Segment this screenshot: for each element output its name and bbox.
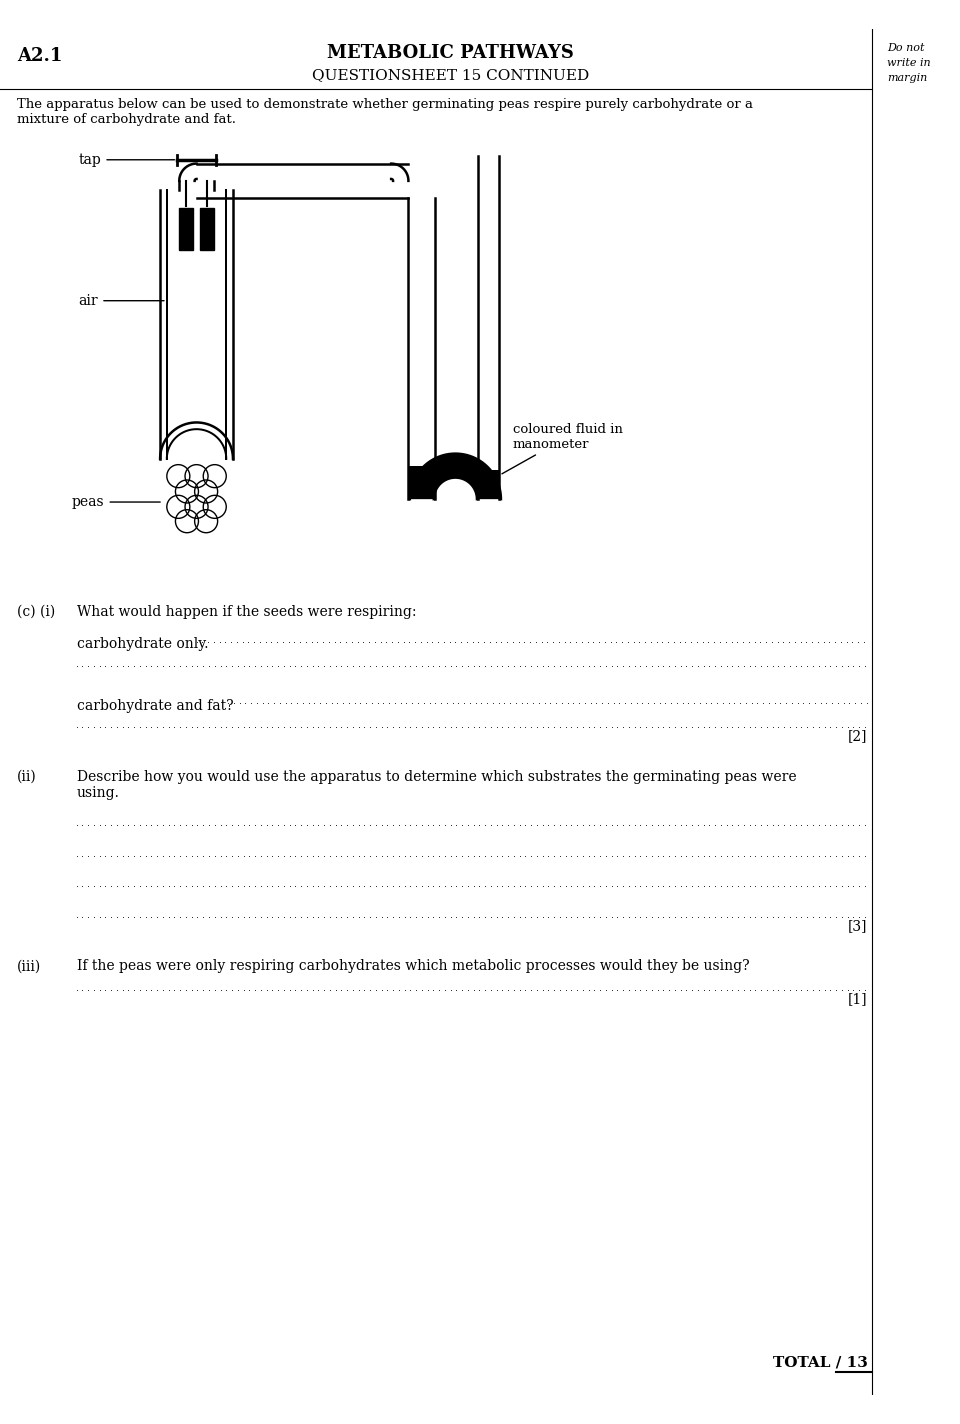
Polygon shape <box>200 208 214 249</box>
Text: write in: write in <box>887 58 930 68</box>
Text: peas: peas <box>72 496 160 508</box>
Polygon shape <box>478 470 499 500</box>
Text: tap: tap <box>79 152 175 167</box>
Text: (c) (i): (c) (i) <box>17 605 56 618</box>
Text: What would happen if the seeds were respiring:: What would happen if the seeds were resp… <box>77 605 417 618</box>
Polygon shape <box>408 466 435 500</box>
Text: A2.1: A2.1 <box>17 47 62 64</box>
Text: [3]: [3] <box>848 918 868 933</box>
Text: air: air <box>79 293 164 308</box>
Text: carbohydrate and fat?: carbohydrate and fat? <box>77 699 233 712</box>
Polygon shape <box>179 208 193 249</box>
Text: carbohydrate only.: carbohydrate only. <box>77 637 208 651</box>
Text: coloured fluid in
manometer: coloured fluid in manometer <box>502 423 623 474</box>
Text: margin: margin <box>887 74 927 84</box>
Text: [1]: [1] <box>848 993 868 1005</box>
Text: (iii): (iii) <box>17 960 41 974</box>
Text: The apparatus below can be used to demonstrate whether germinating peas respire : The apparatus below can be used to demon… <box>17 98 754 127</box>
Text: TOTAL / 13: TOTAL / 13 <box>773 1356 868 1370</box>
Text: QUESTIONSHEET 15 CONTINUED: QUESTIONSHEET 15 CONTINUED <box>312 68 589 81</box>
Text: (ii): (ii) <box>17 769 37 783</box>
Text: Do not: Do not <box>887 43 924 53</box>
Polygon shape <box>410 454 501 500</box>
Text: [2]: [2] <box>848 729 868 743</box>
Text: If the peas were only respiring carbohydrates which metabolic processes would th: If the peas were only respiring carbohyd… <box>77 960 750 974</box>
Text: Describe how you would use the apparatus to determine which substrates the germi: Describe how you would use the apparatus… <box>77 769 797 800</box>
Text: METABOLIC PATHWAYS: METABOLIC PATHWAYS <box>327 44 574 61</box>
